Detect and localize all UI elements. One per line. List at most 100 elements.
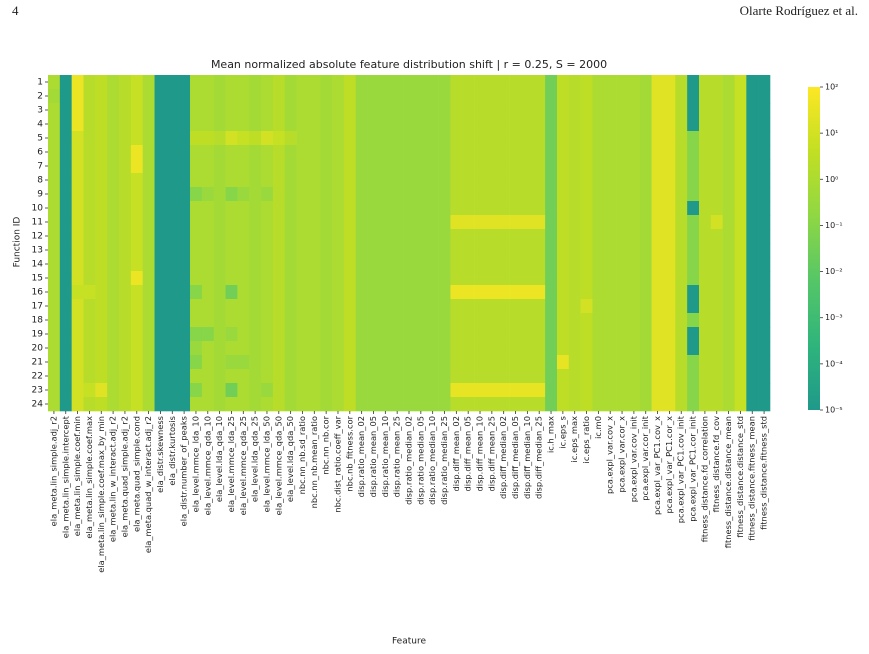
cell	[592, 355, 605, 370]
cell	[332, 299, 345, 314]
cell	[320, 271, 333, 286]
cell	[379, 397, 392, 412]
cell	[438, 89, 451, 104]
cell	[545, 173, 558, 188]
cell	[497, 75, 510, 90]
cell	[391, 243, 404, 258]
cell	[616, 215, 629, 230]
cell	[48, 201, 61, 216]
cell	[426, 299, 439, 314]
cell	[698, 131, 712, 146]
cell	[758, 271, 771, 286]
cell	[438, 187, 451, 202]
cell	[391, 117, 404, 132]
cell	[521, 187, 534, 202]
cell	[639, 327, 652, 342]
cell	[296, 173, 309, 188]
page-number: 4	[12, 3, 19, 18]
cell	[687, 103, 700, 118]
cell	[616, 75, 629, 90]
cell	[166, 299, 179, 314]
cell	[734, 313, 747, 328]
cell	[83, 75, 96, 90]
cell	[107, 145, 120, 160]
cell	[509, 75, 522, 90]
cell	[272, 117, 286, 132]
cell	[296, 117, 309, 132]
cell	[521, 285, 534, 300]
cell	[710, 257, 723, 272]
cell	[343, 243, 357, 258]
cell	[710, 75, 723, 90]
cell	[556, 75, 570, 90]
cell	[639, 173, 652, 188]
x-tick-label: ela_meta.lin_w_interact.adj_r2	[108, 416, 118, 542]
cell	[616, 369, 629, 384]
cell	[391, 397, 404, 412]
cell	[284, 117, 297, 132]
cell	[450, 243, 463, 258]
cell	[261, 145, 274, 160]
cell	[213, 159, 226, 174]
x-tick-label: ela_distr.skewness	[155, 416, 165, 493]
cell	[509, 355, 522, 370]
cell	[213, 383, 226, 398]
cell	[687, 383, 700, 398]
cell	[142, 257, 155, 272]
cell	[261, 215, 274, 230]
cell	[213, 355, 226, 370]
cell	[142, 159, 155, 174]
cell	[545, 271, 558, 286]
cell	[509, 285, 522, 300]
cell	[485, 117, 499, 132]
cell	[308, 355, 321, 370]
cell	[592, 229, 605, 244]
cell	[616, 397, 629, 412]
cell	[462, 243, 475, 258]
cell	[83, 229, 96, 244]
cell	[722, 215, 735, 230]
cell	[687, 229, 700, 244]
cell	[592, 299, 605, 314]
cell	[261, 271, 274, 286]
cell	[213, 145, 226, 160]
cell	[533, 131, 546, 146]
cell	[355, 75, 368, 90]
cell	[284, 201, 297, 216]
cell	[178, 173, 191, 188]
cell	[308, 369, 321, 384]
cell	[438, 173, 451, 188]
cell	[71, 131, 84, 146]
cell	[367, 89, 380, 104]
y-tick-label: 3	[37, 106, 43, 116]
cell	[201, 131, 215, 146]
cell	[746, 257, 759, 272]
cell	[355, 285, 368, 300]
cell	[663, 327, 676, 342]
cell	[627, 243, 641, 258]
cell	[391, 369, 404, 384]
cell	[71, 173, 84, 188]
cell	[59, 341, 72, 356]
cell	[391, 103, 404, 118]
x-tick-label: ela_meta.lin_simple.coef.max_by_min	[96, 416, 106, 573]
cell	[521, 131, 534, 146]
cell	[71, 299, 84, 314]
cell	[272, 103, 286, 118]
x-tick-label: disp.diff_median_25	[534, 416, 544, 499]
cell	[119, 201, 132, 216]
cell	[426, 187, 439, 202]
cell	[190, 103, 203, 118]
cell	[379, 173, 392, 188]
cell	[237, 285, 250, 300]
cell	[462, 299, 475, 314]
cell	[332, 355, 345, 370]
cell	[556, 355, 570, 370]
cell	[450, 173, 463, 188]
cell	[746, 355, 759, 370]
cell	[568, 187, 581, 202]
cell	[710, 187, 723, 202]
cell	[450, 89, 463, 104]
cell	[509, 145, 522, 160]
cell	[604, 229, 617, 244]
